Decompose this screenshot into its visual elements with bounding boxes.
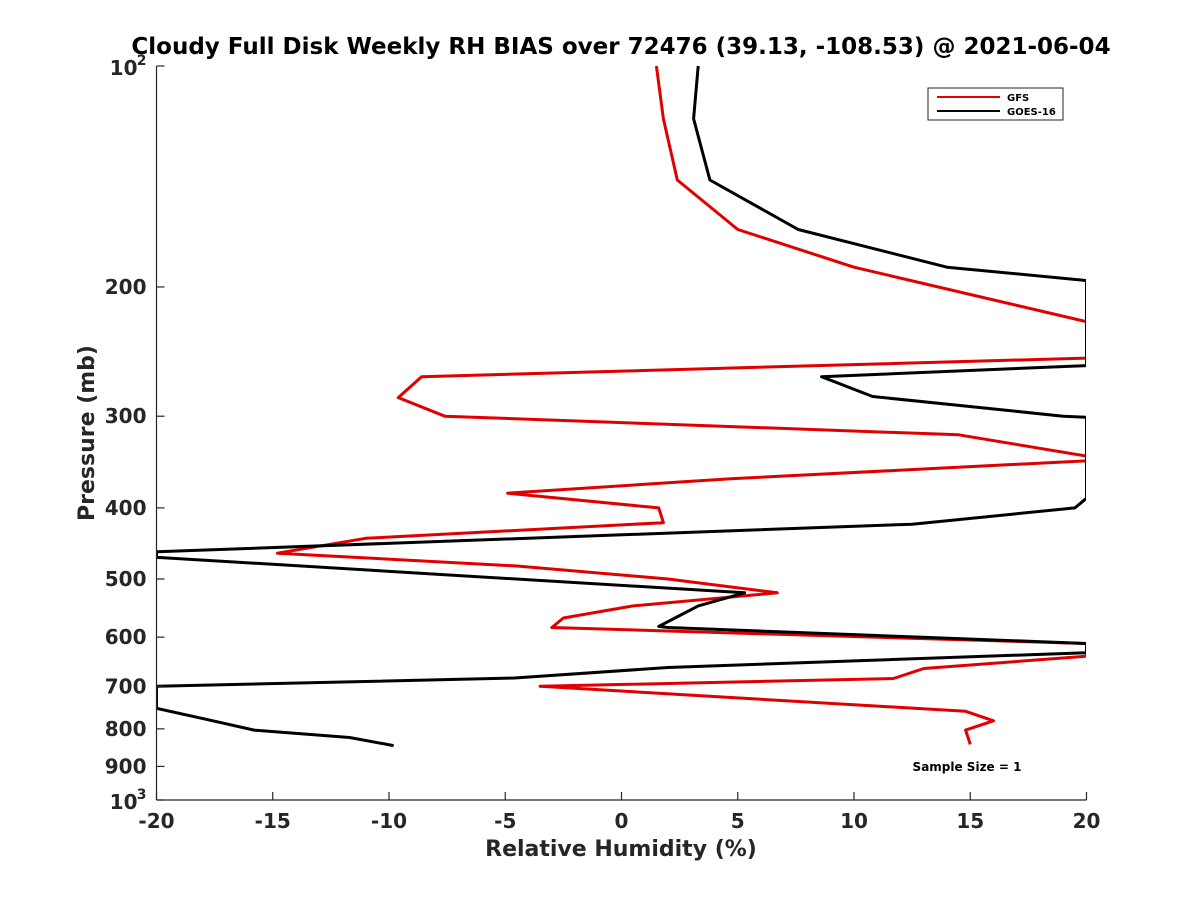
x-tick-label: 10 (840, 809, 868, 833)
y-tick-label: 200 (105, 275, 147, 299)
series-group (157, 66, 1086, 748)
x-axis-title: Relative Humidity (%) (485, 837, 757, 862)
y-tick-label: 300 (105, 404, 147, 428)
x-tick-label: -20 (138, 809, 174, 833)
y-tick-exponent: 2 (137, 53, 147, 69)
y-tick-label: 800 (105, 717, 147, 741)
legend-label-gfs: GFS (1007, 93, 1029, 104)
y-tick-label: 400 (105, 496, 147, 520)
series-line-gfs (275, 66, 1086, 745)
sample-size-annotation: Sample Size = 1 (913, 760, 1022, 774)
y-tick-label: 10 (110, 56, 138, 80)
x-ticks: -20 -15 -10 -5 0 5 10 15 20 (138, 792, 1100, 833)
legend-box (927, 87, 1064, 121)
x-tick-label: -10 (371, 809, 407, 833)
y-tick-label: 900 (105, 754, 147, 778)
y-tick-exponent: 3 (137, 787, 147, 803)
x-tick-label: 5 (731, 809, 745, 833)
y-axis-title: Pressure (mb) (75, 345, 100, 521)
x-tick-label: 0 (615, 809, 629, 833)
y-tick-label: 600 (105, 625, 147, 649)
legend[interactable]: GFS GOES-16 (927, 87, 1064, 121)
x-tick-label: 20 (1073, 809, 1101, 833)
x-tick-label: -5 (494, 809, 516, 833)
x-tick-label: -15 (255, 809, 291, 833)
x-tick-label: 15 (956, 809, 984, 833)
y-tick-label: 10 (110, 790, 138, 814)
y-tick-label: 700 (105, 674, 147, 698)
legend-label-goes16: GOES-16 (1007, 107, 1056, 118)
y-tick-label: 500 (105, 567, 147, 591)
chart-title: Cloudy Full Disk Weekly RH BIAS over 724… (131, 34, 1110, 60)
